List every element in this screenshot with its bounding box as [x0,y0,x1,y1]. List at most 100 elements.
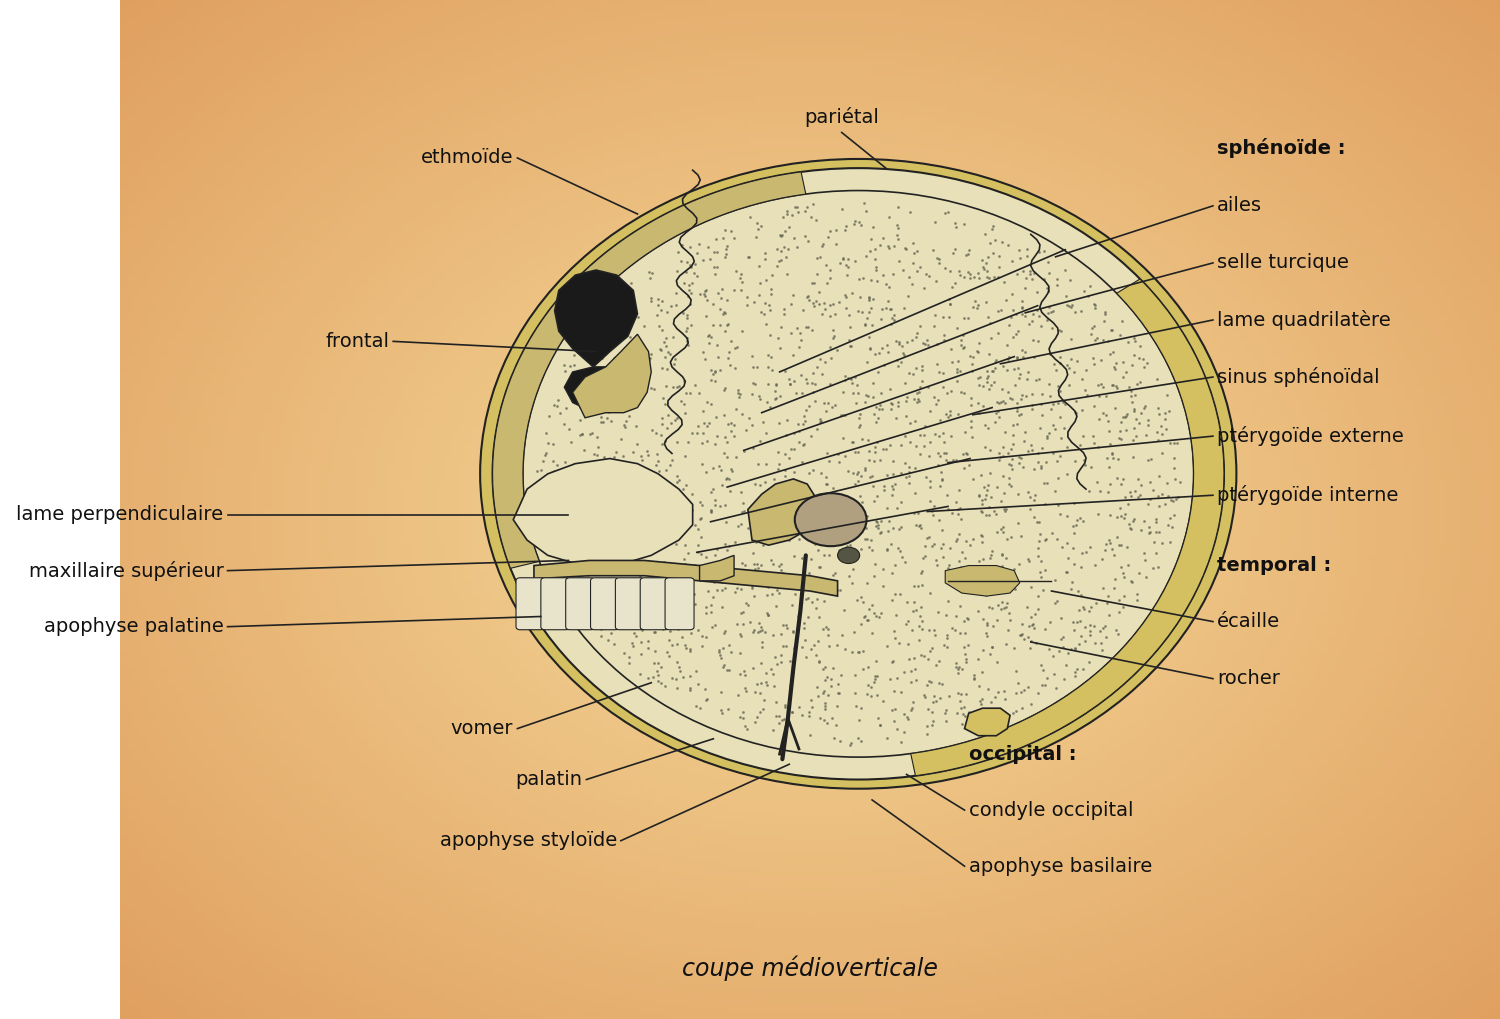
Point [746,676,770,692]
Text: maxillaire supérieur: maxillaire supérieur [28,560,224,581]
Point [879,401,903,418]
Point [936,639,960,655]
Point [934,406,958,422]
Point [862,668,886,685]
Point [912,547,936,564]
Point [592,345,616,362]
Point [544,521,568,537]
Point [874,337,898,354]
Point [862,493,886,510]
Point [878,209,902,225]
Point [696,291,720,308]
Point [746,215,770,231]
Point [700,588,724,604]
Text: occipital :: occipital : [969,745,1076,763]
Point [962,269,986,285]
Point [681,586,705,602]
Point [717,662,741,679]
Point [714,580,738,596]
Point [656,304,680,320]
Point [645,654,669,671]
Point [1041,303,1065,319]
Point [778,441,802,458]
Point [1125,376,1149,392]
Point [630,539,654,555]
Text: coupe médioverticale: coupe médioverticale [682,955,938,981]
Point [990,545,1014,561]
Point [1092,580,1116,596]
Point [910,373,934,389]
Point [718,423,742,439]
Point [1100,444,1124,461]
Point [871,229,895,246]
Point [796,589,820,605]
Point [688,546,712,562]
Point [722,229,746,246]
Point [1132,513,1156,529]
Point [692,425,715,441]
Point [902,235,926,252]
Point [770,711,794,728]
Point [865,364,889,380]
Point [747,387,771,404]
Point [867,345,891,362]
Point [1089,352,1113,368]
Point [828,255,852,271]
Point [906,518,930,534]
Point [951,327,975,343]
Point [987,259,1011,275]
Point [796,608,820,625]
Point [1082,435,1106,451]
Point [833,447,856,464]
Point [804,600,828,616]
Point [855,686,879,702]
Point [783,586,807,602]
Point [664,536,688,552]
Point [666,244,690,260]
Point [1104,622,1128,638]
Point [939,428,963,444]
Point [1108,414,1132,430]
Point [771,638,795,654]
Point [776,508,800,525]
Point [1077,654,1101,671]
Point [676,337,700,354]
Point [932,549,956,566]
Point [1032,662,1056,679]
Point [922,688,946,704]
Point [624,328,648,344]
Point [792,632,816,648]
Point [825,637,849,653]
Point [1048,348,1072,365]
Point [813,683,837,699]
Point [1112,409,1136,425]
Point [928,412,952,428]
Point [699,604,723,621]
Point [585,396,609,413]
Point [916,701,940,717]
Point [1041,395,1065,412]
Point [924,551,948,568]
Point [886,393,910,410]
Point [694,465,718,481]
Point [1132,551,1156,568]
Point [540,435,564,451]
Point [800,641,824,657]
Point [678,384,702,400]
Point [1013,344,1036,361]
Point [1119,388,1143,405]
Polygon shape [564,367,628,413]
Point [783,199,807,215]
Point [922,627,946,643]
Point [1113,506,1137,523]
Point [815,715,839,732]
Point [951,706,975,722]
Point [818,270,842,286]
Point [972,261,996,277]
Point [796,708,820,725]
Point [802,376,826,392]
Point [636,640,660,656]
Point [708,301,732,317]
Point [612,417,636,433]
Point [810,685,834,701]
